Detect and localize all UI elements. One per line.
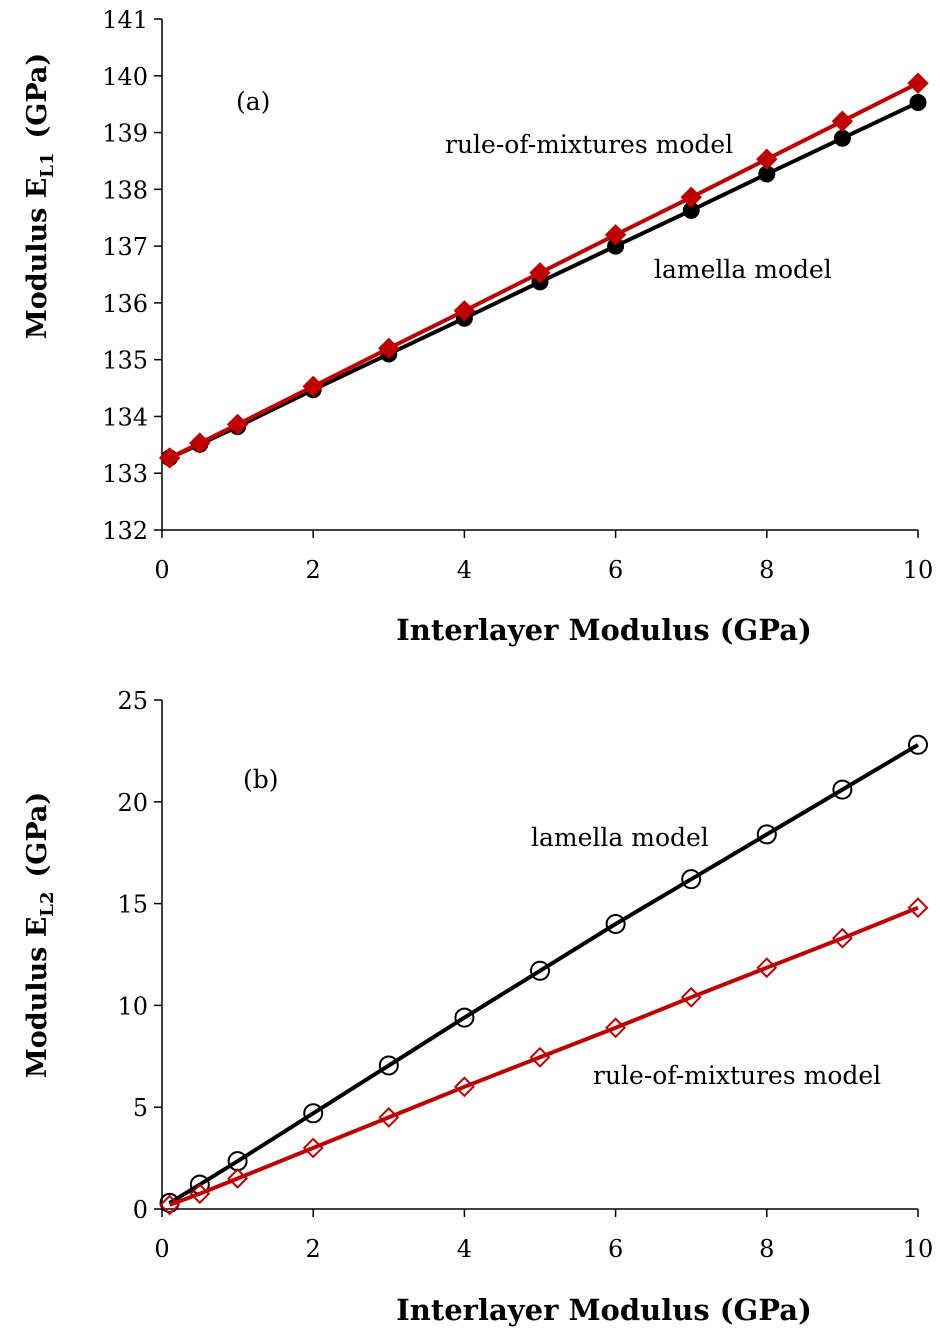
panel-b-series-lamella-model-point <box>530 960 550 981</box>
panel-a-x-tick-label: 0 <box>154 556 169 584</box>
panel-a-y-tick-label: 135 <box>102 347 148 375</box>
panel-a-series-rule-of-mixtures-model-point <box>529 262 551 284</box>
panel-b-series-rule-of-mixtures-model-line <box>168 905 919 1207</box>
panel-a-series-rule-of-mixtures-model-point <box>453 300 476 322</box>
panel-b-series-rule-of-mixtures-model-point <box>907 897 929 919</box>
panel-a-y-tick-label: 138 <box>102 176 148 204</box>
panel-a-y-axis-label-main: Modulus E <box>22 178 53 339</box>
panel-a-series-rule-of-mixtures-model-point <box>907 72 929 94</box>
panel-a-series-rule-of-mixtures-model-point <box>604 224 627 246</box>
panel-b-y-tick-label: 10 <box>117 992 148 1020</box>
panel-b-series-rule-of-mixtures-model-point <box>680 986 702 1008</box>
panel-a-marks: 132 133 134 135 136 137 138 139 140 141 0 2 4 6 8 10 <box>102 6 933 584</box>
panel-a-series-rule-of-mixtures-model-point <box>302 375 324 398</box>
panel-a-y-tick-label: 133 <box>102 460 148 488</box>
panel-b-y-tick-label: 25 <box>117 687 148 715</box>
panel-b-y-tick-label: 0 <box>133 1196 148 1224</box>
panel-b-series-lamella-model-point <box>756 824 777 845</box>
panel-b-series-lamella-model-line <box>168 743 920 1205</box>
panel-b-series-lamella-model-point <box>303 1103 324 1124</box>
panel-b-marks: 0 5 10 15 20 25 0 2 4 6 8 10 <box>117 687 933 1263</box>
panel-a-series-rule-of-mixtures-model-point <box>680 186 702 209</box>
panel-a-y-tick-label: 139 <box>102 120 148 148</box>
panel-a-series-label-lamella: lamella model <box>654 255 832 284</box>
panel-a-y-tick-label: 141 <box>102 6 148 34</box>
panel-a-series-rule-of-mixtures-model-point <box>189 432 211 454</box>
panel-b-series-lamella-model-point <box>378 1055 399 1076</box>
panel-b: 0 5 10 15 20 25 0 2 4 6 8 10 (b) lamella model rule… <box>22 687 933 1327</box>
panel-b-label: (b) <box>243 765 279 794</box>
panel-a-y-tick-label: 136 <box>102 290 148 318</box>
panel-b-series-rule-of-mixtures-model-point <box>189 1183 211 1205</box>
panel-b-x-tick-label: 0 <box>154 1235 169 1263</box>
panel-a-y-tick-label: 132 <box>102 517 148 545</box>
panel-a-series-rule-of-mixtures-model-point <box>158 447 181 469</box>
panel-b-y-axis-label-sub: L2 <box>37 892 58 917</box>
panel-a-series-lamella-model-point <box>909 93 927 111</box>
panel-b-y-axis-label-main: Modulus E <box>22 917 53 1078</box>
panel-b-series-lamella-model-point <box>605 913 626 934</box>
panel-a: 132 133 134 135 136 137 138 139 140 141 0 2 4 6 8 10 (a… <box>22 6 933 647</box>
panel-a-series-lamella-model-point <box>833 129 851 147</box>
panel-a-x-tick-label: 6 <box>608 556 623 584</box>
panel-b-series-rule-of-mixtures-model-point <box>159 1194 181 1216</box>
panel-a-y-axis-label: Modulus EL1 (GPa) <box>22 53 58 339</box>
panel-b-series-rule-of-mixtures-model-point <box>453 1076 475 1098</box>
panel-b-series-rule-of-mixtures-model-point <box>756 957 778 979</box>
panel-a-y-axis-label-sub: L1 <box>37 153 58 178</box>
panel-b-series-rule-of-mixtures-model-point <box>378 1106 400 1128</box>
panel-b-series-label-lamella: lamella model <box>531 823 709 852</box>
panel-a-y-axis-label-unit: (GPa) <box>22 53 53 139</box>
panel-a-label: (a) <box>236 87 270 116</box>
panel-b-x-tick-label: 6 <box>608 1235 623 1263</box>
panel-b-x-axis-label: Interlayer Modulus (GPa) <box>396 1293 812 1327</box>
panel-b-y-axis-label: Modulus EL2 (GPa) <box>22 792 58 1078</box>
panel-b-series-lamella-model-point <box>832 779 853 800</box>
panel-b-series-lamella-model-point <box>681 869 702 890</box>
panel-a-series-rule-of-mixtures-model-point <box>756 148 778 170</box>
panel-b-series-rule-of-mixtures-model-point <box>605 1017 627 1039</box>
panel-b-y-tick-label: 5 <box>133 1094 148 1122</box>
panel-a-x-tick-label: 4 <box>457 556 472 584</box>
panel-a-x-axis-label: Interlayer Modulus (GPa) <box>396 613 812 647</box>
panel-b-series-label-rom: rule-of-mixtures model <box>593 1061 881 1090</box>
panel-b-series-rule-of-mixtures-model-point <box>831 927 853 949</box>
panel-b-series-rule-of-mixtures-model-point <box>529 1046 551 1068</box>
panel-b-x-tick-label: 8 <box>759 1235 774 1263</box>
panel-b-series-lamella-model-point <box>908 734 928 755</box>
panel-a-series-label-rom: rule-of-mixtures model <box>445 130 733 159</box>
panel-b-series-lamella-model-point <box>454 1007 475 1028</box>
panel-b-y-axis-label-unit: (GPa) <box>22 792 53 878</box>
panel-b-x-tick-label: 4 <box>457 1235 472 1263</box>
panel-a-series-rule-of-mixtures-model-point <box>831 110 854 132</box>
panel-a-y-tick-label: 137 <box>102 233 148 261</box>
panel-a-series-rule-of-mixtures-model-point <box>226 413 249 436</box>
panel-b-series-rule-of-mixtures-model-point <box>302 1137 324 1159</box>
panel-b-y-tick-label: 15 <box>117 891 148 919</box>
panel-a-x-tick-label: 2 <box>306 556 321 584</box>
panel-a-x-tick-label: 8 <box>759 556 774 584</box>
panel-b-series-rule-of-mixtures-model-point <box>227 1168 249 1189</box>
panel-b-y-tick-label: 20 <box>117 789 148 817</box>
panel-a-y-tick-label: 134 <box>102 403 148 431</box>
panel-b-x-tick-label: 10 <box>903 1235 934 1263</box>
panel-a-series-rule-of-mixtures-model-point <box>378 337 400 360</box>
panel-b-x-tick-label: 2 <box>306 1235 321 1263</box>
panel-a-x-tick-label: 10 <box>903 556 934 584</box>
panel-a-y-tick-label: 140 <box>102 63 148 91</box>
